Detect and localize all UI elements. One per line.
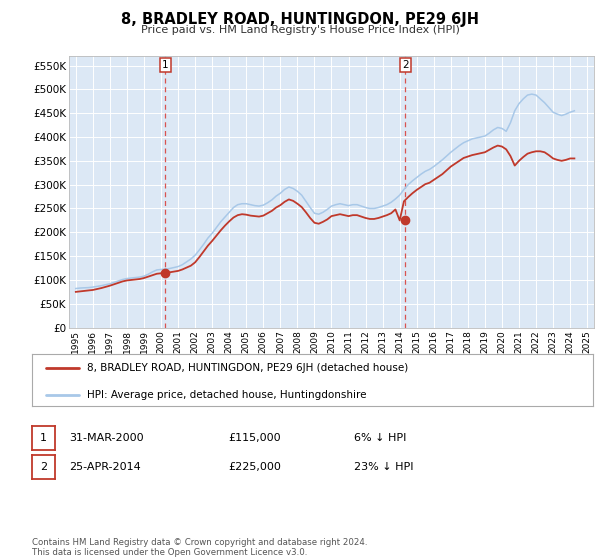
Text: Price paid vs. HM Land Registry's House Price Index (HPI): Price paid vs. HM Land Registry's House … — [140, 25, 460, 35]
Text: 2: 2 — [40, 462, 47, 472]
Text: HPI: Average price, detached house, Huntingdonshire: HPI: Average price, detached house, Hunt… — [87, 390, 366, 400]
Text: £225,000: £225,000 — [228, 462, 281, 472]
Text: 8, BRADLEY ROAD, HUNTINGDON, PE29 6JH: 8, BRADLEY ROAD, HUNTINGDON, PE29 6JH — [121, 12, 479, 27]
Text: 6% ↓ HPI: 6% ↓ HPI — [354, 433, 406, 443]
Text: 31-MAR-2000: 31-MAR-2000 — [69, 433, 143, 443]
Text: 1: 1 — [40, 433, 47, 443]
Text: 1: 1 — [162, 60, 169, 70]
Text: 25-APR-2014: 25-APR-2014 — [69, 462, 141, 472]
Text: £115,000: £115,000 — [228, 433, 281, 443]
Text: 2: 2 — [402, 60, 409, 70]
Text: 8, BRADLEY ROAD, HUNTINGDON, PE29 6JH (detached house): 8, BRADLEY ROAD, HUNTINGDON, PE29 6JH (d… — [87, 363, 408, 374]
Text: Contains HM Land Registry data © Crown copyright and database right 2024.
This d: Contains HM Land Registry data © Crown c… — [32, 538, 367, 557]
Text: 23% ↓ HPI: 23% ↓ HPI — [354, 462, 413, 472]
